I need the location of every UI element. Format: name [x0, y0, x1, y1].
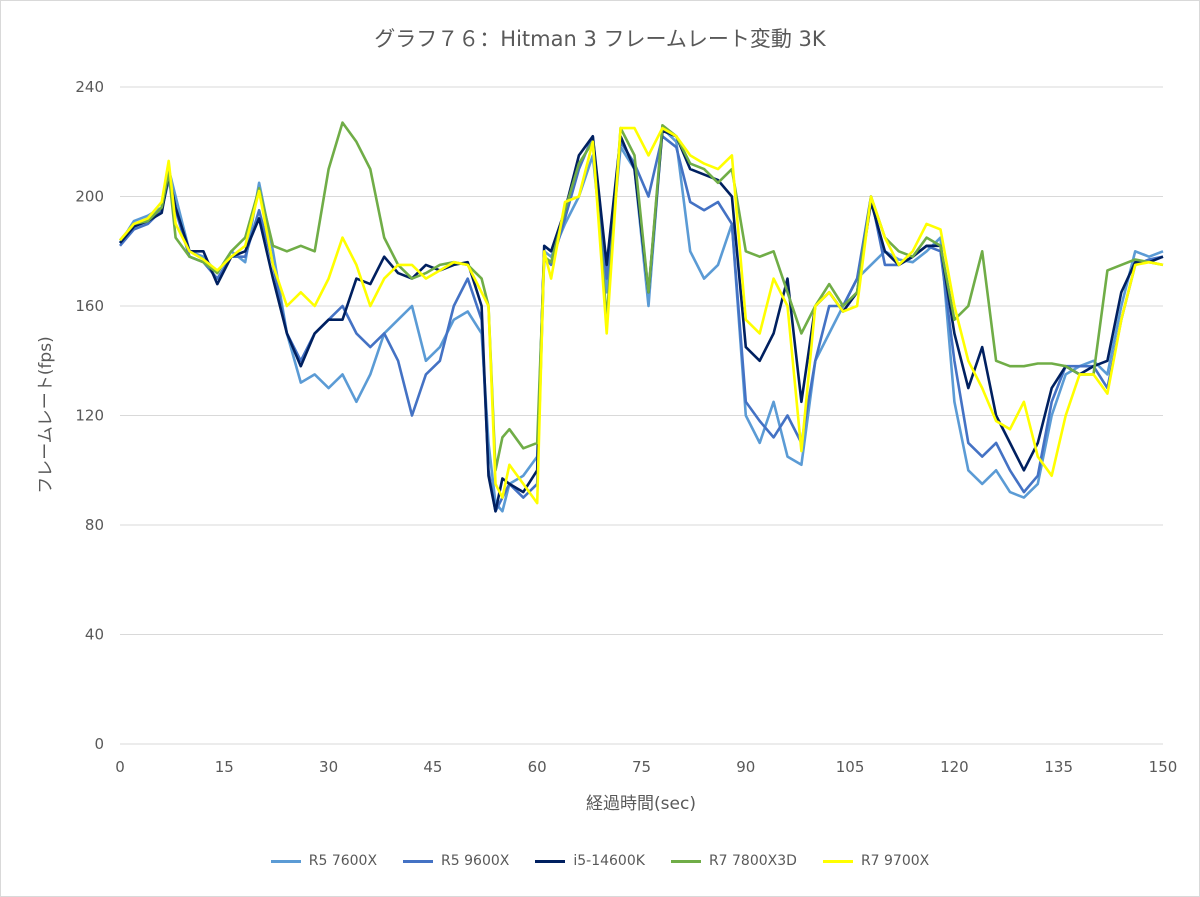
x-tick-label: 120 — [940, 758, 969, 776]
legend-label: R7 9700X — [860, 853, 930, 869]
legend-label: R5 7600X — [308, 853, 378, 869]
x-tick-label: 45 — [423, 758, 442, 776]
series-line-r7-9700x — [119, 126, 1164, 505]
legend-swatch — [822, 859, 853, 863]
y-tick-label: 120 — [75, 407, 104, 425]
x-tick-label: 105 — [836, 758, 865, 776]
x-tick-label: 60 — [528, 758, 547, 776]
series-line-r5-9600x — [119, 135, 1164, 513]
chart-title: グラフ７６：Hitman 3 フレームレート変動 3K — [374, 27, 826, 51]
legend-item: R7 7800X3D — [670, 853, 797, 869]
legend-item: R5 9600X — [403, 853, 509, 869]
series-line-i5-14600k — [119, 129, 1164, 513]
legend-item: i5-14600K — [535, 853, 645, 869]
legend-item: R7 9700X — [822, 853, 930, 869]
y-tick-label: 240 — [75, 78, 104, 96]
y-tick-label: 40 — [85, 626, 104, 644]
x-axis-label: 経過時間(sec) — [586, 794, 696, 814]
legend-label: R5 9600X — [441, 853, 510, 869]
x-tick-label: 15 — [215, 758, 234, 776]
legend-swatch — [670, 859, 701, 863]
y-tick-label: 200 — [75, 188, 104, 206]
x-tick-label: 30 — [319, 758, 338, 776]
legend-label: R7 7800X3D — [708, 853, 797, 869]
x-tick-label: 90 — [736, 758, 755, 776]
gridlines — [120, 86, 1163, 745]
x-tick-labels: 0 15 30 45 60 75 90 105 120 135 150 — [115, 758, 1177, 776]
y-tick-label: 80 — [85, 516, 104, 534]
legend-swatch — [535, 859, 566, 863]
legend: R5 7600X R5 9600X i5-14600K R7 7800X3D R7 97… — [1, 853, 1199, 869]
x-tick-label: 0 — [115, 758, 125, 776]
y-tick-labels: 0 40 80 120 160 200 240 — [75, 78, 104, 753]
y-tick-label: 0 — [94, 735, 104, 753]
legend-swatch — [270, 859, 301, 863]
x-tick-label: 150 — [1149, 758, 1178, 776]
legend-label: i5-14600K — [573, 853, 645, 869]
y-axis-label: フレームレート(fps) — [36, 336, 56, 493]
series-lines — [118, 121, 1164, 513]
x-tick-label: 75 — [632, 758, 651, 776]
legend-item: R5 7600X — [270, 853, 378, 869]
series-line-r5-7600x — [118, 126, 1164, 513]
y-tick-label: 160 — [75, 297, 104, 315]
legend-swatch — [403, 859, 434, 863]
x-tick-label: 135 — [1044, 758, 1073, 776]
